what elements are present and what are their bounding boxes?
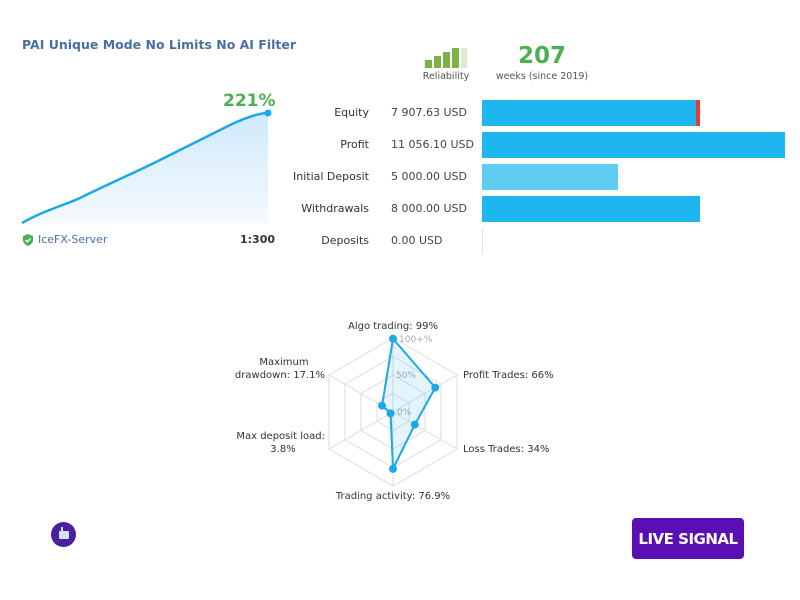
- radar-axis-label: Loss Trades: 34%: [463, 444, 549, 455]
- stat-label: Deposits: [321, 234, 369, 247]
- radar-tick-label: 100+%: [399, 335, 433, 345]
- radar-point: [389, 334, 397, 343]
- stat-row: Equity 7 907.63 USD: [270, 100, 800, 126]
- stat-label: Initial Deposit: [293, 170, 369, 183]
- growth-chart: [21, 109, 272, 225]
- radar-axis-label: drawdown: 17.1%: [235, 370, 325, 381]
- radar-point: [378, 401, 387, 410]
- shield-check-icon: [23, 233, 33, 246]
- radar-point: [431, 383, 440, 392]
- radar-point: [386, 409, 395, 418]
- stat-value: 8 000.00 USD: [391, 202, 467, 215]
- radar-axis-label: Maximum: [259, 357, 308, 368]
- stat-value: 5 000.00 USD: [391, 170, 467, 183]
- radar-point: [389, 464, 397, 473]
- radar-point: [410, 420, 419, 429]
- live-signal-button[interactable]: LIVE SIGNAL: [632, 518, 744, 559]
- logo-icon[interactable]: [51, 522, 76, 547]
- stat-row: Initial Deposit 5 000.00 USD: [270, 164, 800, 190]
- server-name: IceFX-Server: [38, 233, 108, 246]
- stat-bar: [482, 164, 619, 190]
- stat-label: Equity: [334, 106, 369, 119]
- stat-label: Profit: [340, 138, 369, 151]
- reliability-bars-icon: [425, 48, 467, 68]
- growth-line: [21, 111, 269, 225]
- radar-tick-label: 50%: [396, 371, 416, 381]
- radar-axis: [392, 374, 458, 413]
- stat-value: 0.00 USD: [391, 234, 443, 247]
- server-info: IceFX-Server: [22, 233, 107, 246]
- stat-bar: [482, 196, 701, 222]
- radar-tick-label: 0%: [397, 408, 412, 418]
- radar-axis-label: Trading activity: 76.9%: [335, 491, 450, 502]
- equity-marker: [696, 100, 701, 126]
- stat-value: 7 907.63 USD: [391, 106, 467, 119]
- radar-axis-label: Profit Trades: 66%: [463, 370, 554, 381]
- stat-bar: [482, 228, 483, 254]
- reliability-label: Reliability: [422, 71, 470, 82]
- stat-value: 11 056.10 USD: [391, 138, 474, 151]
- weeks-count: 207: [517, 43, 566, 69]
- radar-axis-label: Max deposit load:: [236, 431, 325, 442]
- radar-axis: [392, 411, 458, 450]
- stat-row: Deposits 0.00 USD: [270, 228, 800, 254]
- stat-row: Withdrawals 8 000.00 USD: [270, 196, 800, 222]
- stat-row: Profit 11 056.10 USD: [270, 132, 800, 158]
- stat-bar: [482, 132, 785, 158]
- radar-axis-label: Algo trading: 99%: [348, 321, 438, 332]
- weeks-label: weeks (since 2019): [495, 71, 589, 82]
- radar-axis-label: 3.8%: [270, 444, 295, 455]
- leverage: 1:300: [240, 233, 276, 246]
- growth-percent: 221%: [223, 91, 276, 111]
- growth-end-point: [264, 109, 272, 117]
- radar-axis: [328, 411, 394, 450]
- stat-label: Withdrawals: [301, 202, 369, 215]
- stat-bar: [482, 100, 701, 126]
- page-title: PAI Unique Mode No Limits No AI Filter: [22, 37, 297, 52]
